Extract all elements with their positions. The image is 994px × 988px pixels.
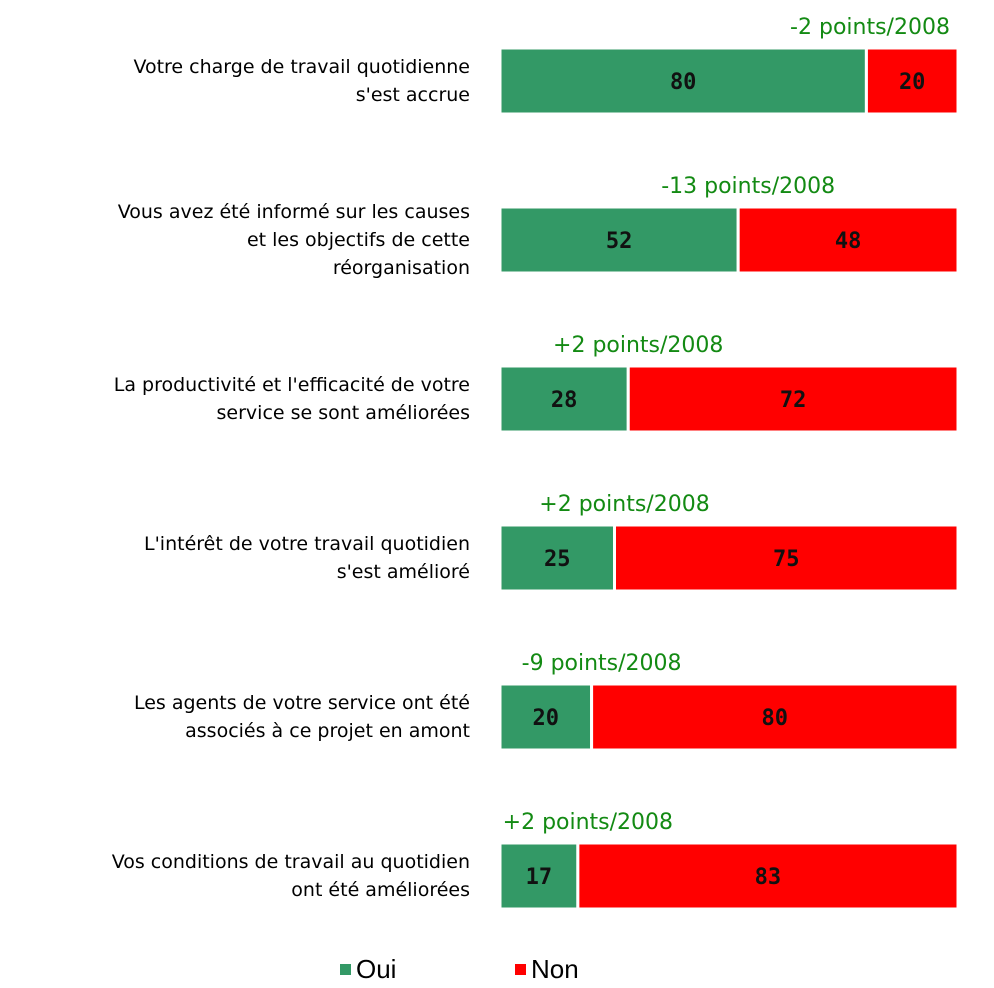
- annotation: +2 points/2008: [539, 492, 709, 517]
- value-label: 80: [762, 706, 789, 731]
- legend-swatch: [340, 964, 351, 975]
- value-label: 75: [773, 547, 800, 572]
- value-label: 17: [526, 865, 553, 890]
- bar-segment: [498, 523, 616, 593]
- category-label: L'intérêt de votre travail quotidien s'es…: [144, 533, 470, 583]
- value-label: 25: [544, 547, 571, 572]
- category-label: Vos conditions de travail au quotidien on…: [112, 851, 470, 901]
- category-label: La productivité et l'efficacité de votre…: [114, 374, 470, 424]
- legend-label: Non: [531, 954, 579, 984]
- annotation: -13 points/2008: [661, 174, 835, 199]
- bar-segment: [613, 523, 960, 593]
- value-label: 83: [755, 865, 782, 890]
- value-label: 72: [780, 388, 807, 413]
- bar-segment: [498, 364, 630, 434]
- bar-segment: [626, 364, 960, 434]
- annotation: -2 points/2008: [790, 15, 950, 40]
- category-label: Votre charge de travail quotidienne s'est…: [133, 56, 470, 106]
- bar-segment: [576, 841, 960, 911]
- annotation: +2 points/2008: [553, 333, 723, 358]
- bar-segment: [864, 46, 960, 116]
- value-label: 48: [835, 229, 862, 254]
- bar-segment: [498, 46, 868, 116]
- annotation: +2 points/2008: [503, 810, 673, 835]
- legend-swatch: [515, 964, 526, 975]
- value-label: 20: [899, 70, 926, 95]
- legend-label: Oui: [356, 954, 396, 984]
- annotation: -9 points/2008: [522, 651, 682, 676]
- bar-segment: [498, 205, 740, 275]
- category-label: Vous avez été informé sur les causes et l…: [118, 201, 470, 279]
- value-label: 20: [533, 706, 560, 731]
- value-label: 80: [670, 70, 697, 95]
- bar-segment: [590, 682, 960, 752]
- value-label: 52: [606, 229, 633, 254]
- value-label: 28: [551, 388, 578, 413]
- bar-segment: [736, 205, 960, 275]
- category-label: Les agents de votre service ont été assoc…: [134, 692, 470, 742]
- bar-segment: [498, 682, 594, 752]
